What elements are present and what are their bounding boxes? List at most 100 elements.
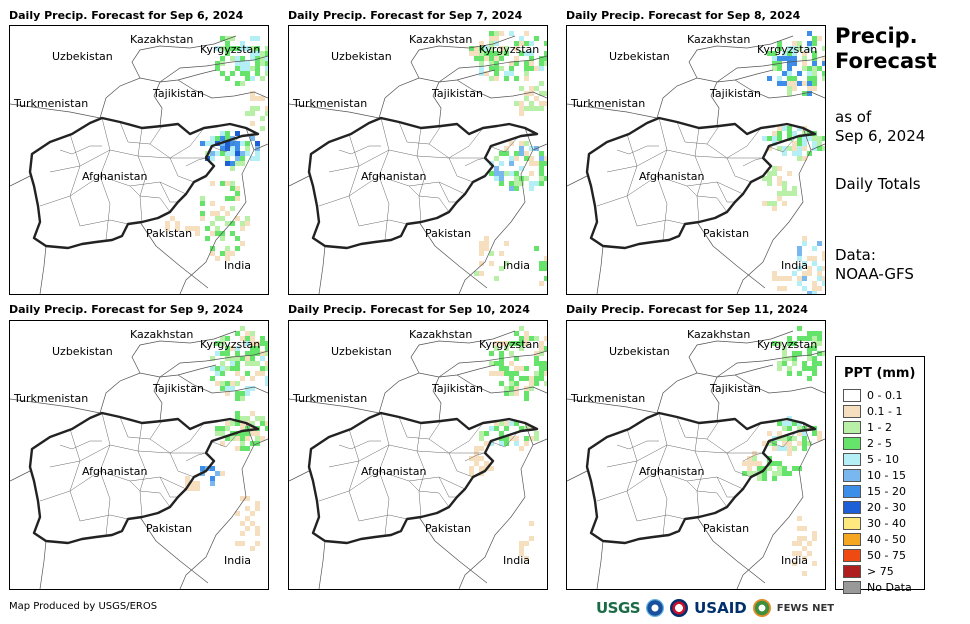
panel-title-6: Daily Precip. Forecast for Sep 11, 2024	[566, 303, 808, 316]
map-canvas: Kazakhstan Kyrgyzstan Uzbekistan Tajikistan…	[10, 33, 268, 294]
legend-swatch	[843, 581, 861, 594]
country-label-tajikistan: Tajikistan	[152, 382, 204, 395]
country-label-uzbekistan: Uzbekistan	[52, 50, 113, 63]
country-border	[596, 245, 604, 294]
country-label-pakistan: Pakistan	[425, 227, 471, 240]
country-border	[139, 516, 209, 584]
country-label-kazakhstan: Kazakhstan	[687, 328, 750, 341]
country-border	[410, 35, 516, 79]
precip-cells	[469, 31, 547, 286]
panel-title-5: Daily Precip. Forecast for Sep 10, 2024	[288, 303, 530, 316]
data-source: Data: NOAA-GFS	[835, 246, 914, 284]
country-border	[596, 540, 604, 589]
country-border	[458, 422, 534, 589]
province-border	[119, 416, 163, 440]
country-label-afghanistan: Afghanistan	[639, 465, 705, 478]
country-label-tajikistan: Tajikistan	[709, 87, 761, 100]
province-border	[185, 452, 207, 462]
map-canvas: Kazakhstan Kyrgyzstan Uzbekistan Tajikistan…	[289, 31, 547, 294]
country-label-kyrgyzstan: Kyrgyzstan	[200, 338, 260, 351]
legend-label: 30 - 40	[867, 517, 906, 530]
province-border	[59, 440, 102, 450]
country-border	[696, 221, 766, 289]
legend-label: 2 - 5	[867, 437, 892, 450]
legend-label: 10 - 15	[867, 469, 906, 482]
province-border	[338, 440, 381, 450]
province-border	[49, 444, 206, 468]
afghanistan-border	[28, 411, 260, 545]
legend-item: 0 - 0.1	[843, 388, 902, 403]
legend-swatch	[843, 453, 861, 466]
country-border	[567, 398, 658, 414]
province-border	[464, 157, 486, 167]
forecast-map-sep-11: Kazakhstan Kyrgyzstan Uzbekistan Tajikistan…	[566, 320, 826, 590]
province-border	[766, 137, 796, 153]
country-label-india: India	[781, 259, 808, 272]
map-canvas: Kazakhstan Kyrgyzstan Uzbekistan Tajikistan…	[289, 326, 547, 589]
country-border	[458, 127, 534, 294]
province-border	[596, 175, 744, 207]
legend-swatch	[843, 389, 861, 402]
country-label-pakistan: Pakistan	[146, 227, 192, 240]
country-label-india: India	[503, 259, 530, 272]
province-border	[694, 422, 704, 518]
province-border	[348, 428, 360, 522]
legend-item: 10 - 15	[843, 468, 906, 483]
province-border	[137, 127, 147, 223]
province-border	[318, 470, 466, 502]
forecast-title: Precip. Forecast	[835, 24, 937, 74]
country-border	[456, 374, 547, 394]
province-border	[428, 127, 484, 159]
country-label-pakistan: Pakistan	[703, 227, 749, 240]
province-border	[706, 422, 762, 454]
province-border	[328, 444, 485, 468]
province-border	[159, 181, 178, 203]
legend-item: 50 - 75	[843, 548, 906, 563]
province-border	[428, 422, 484, 454]
country-label-kyrgyzstan: Kyrgyzstan	[200, 43, 260, 56]
province-border	[716, 476, 735, 498]
country-border	[456, 79, 547, 99]
province-border	[706, 127, 762, 159]
country-border	[438, 55, 547, 83]
province-border	[596, 470, 744, 502]
province-border	[119, 121, 163, 145]
country-label-pakistan: Pakistan	[703, 522, 749, 535]
country-label-turkmenistan: Turkmenistan	[13, 97, 88, 110]
country-label-kazakhstan: Kazakhstan	[409, 33, 472, 46]
province-border	[636, 219, 686, 227]
country-border	[177, 79, 268, 99]
country-border	[532, 438, 547, 446]
country-label-afghanistan: Afghanistan	[361, 170, 427, 183]
province-border	[606, 444, 763, 468]
country-border	[159, 350, 268, 378]
country-label-afghanistan: Afghanistan	[361, 465, 427, 478]
country-border	[289, 398, 380, 414]
province-border	[348, 133, 360, 227]
country-border	[318, 245, 326, 294]
province-border	[448, 452, 474, 478]
country-border	[418, 221, 488, 289]
province-border	[416, 422, 426, 518]
country-border	[734, 79, 825, 99]
country-border	[10, 398, 101, 414]
forecast-map-sep-6: Kazakhstan Kyrgyzstan Uzbekistan Tajikistan…	[9, 25, 269, 295]
legend-swatch	[843, 501, 861, 514]
province-border	[209, 432, 239, 448]
province-border	[766, 432, 796, 448]
province-border	[408, 185, 450, 213]
fews-net-globe-icon	[752, 599, 771, 617]
country-border	[289, 175, 310, 187]
country-label-uzbekistan: Uzbekistan	[331, 345, 392, 358]
country-label-kyrgyzstan: Kyrgyzstan	[479, 43, 539, 56]
legend-swatch	[843, 549, 861, 562]
precip-cells	[742, 326, 825, 576]
country-label-india: India	[224, 554, 251, 567]
country-label-turkmenistan: Turkmenistan	[292, 392, 367, 405]
legend-label: No Data	[867, 581, 912, 594]
province-border	[606, 149, 763, 173]
legend-item: 5 - 10	[843, 452, 899, 467]
country-label-afghanistan: Afghanistan	[82, 170, 148, 183]
afghanistan-border	[28, 116, 260, 250]
province-border	[69, 133, 81, 227]
